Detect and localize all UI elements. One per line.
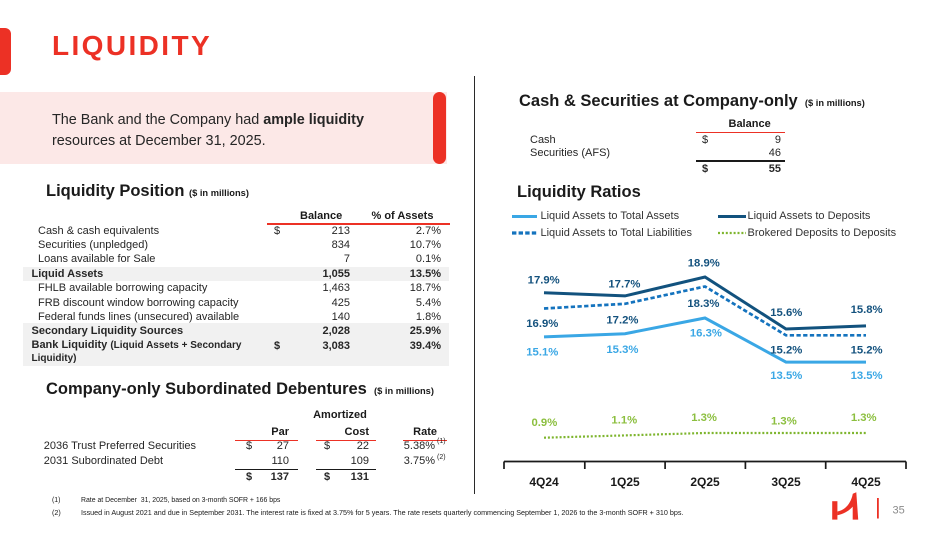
svg-text:35: 35 <box>893 505 905 517</box>
svg-text:15.1%: 15.1% <box>526 347 558 359</box>
svg-text:13.5%: 13.5% <box>851 370 883 382</box>
svg-text:15.6%: 15.6% <box>770 307 802 319</box>
svg-text:17.9%: 17.9% <box>528 275 560 287</box>
svg-text:15.2%: 15.2% <box>770 345 802 357</box>
svg-text:1.3%: 1.3% <box>771 416 797 428</box>
svg-text:1.1%: 1.1% <box>611 415 637 427</box>
svg-text:17.7%: 17.7% <box>608 278 640 290</box>
svg-text:1Q25: 1Q25 <box>610 475 640 489</box>
svg-text:15.3%: 15.3% <box>606 344 638 356</box>
svg-text:2Q25: 2Q25 <box>690 475 720 489</box>
svg-text:17.2%: 17.2% <box>606 315 638 327</box>
svg-text:0.9%: 0.9% <box>532 417 558 429</box>
svg-text:18.9%: 18.9% <box>688 257 720 269</box>
svg-text:13.5%: 13.5% <box>770 370 802 382</box>
svg-text:1.3%: 1.3% <box>851 412 877 424</box>
svg-text:15.2%: 15.2% <box>851 345 883 357</box>
svg-text:16.9%: 16.9% <box>526 318 558 330</box>
svg-text:15.8%: 15.8% <box>851 304 883 316</box>
svg-text:16.3%: 16.3% <box>690 327 722 339</box>
svg-text:3Q25: 3Q25 <box>771 475 801 489</box>
svg-text:18.3%: 18.3% <box>687 298 719 310</box>
svg-text:4Q25: 4Q25 <box>851 475 881 489</box>
svg-text:1.3%: 1.3% <box>691 412 717 424</box>
svg-text:4Q24: 4Q24 <box>529 475 559 489</box>
